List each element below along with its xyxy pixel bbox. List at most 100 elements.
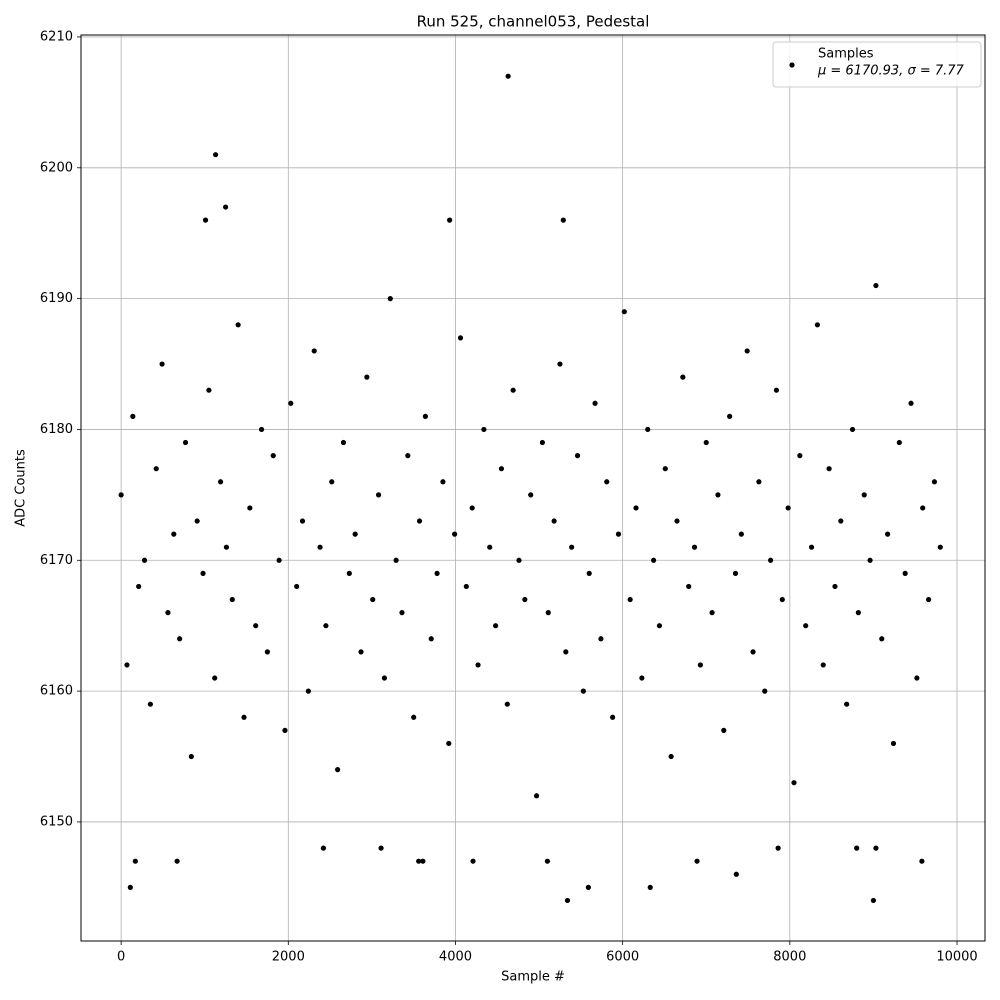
y-axis-label: ADC Counts	[14, 449, 29, 527]
point	[136, 583, 142, 590]
point	[621, 309, 627, 315]
point	[528, 492, 534, 498]
point	[545, 610, 551, 616]
point	[908, 400, 914, 406]
point	[808, 544, 815, 550]
x-tick-label: 10000	[936, 950, 977, 965]
point	[416, 858, 422, 864]
point	[420, 858, 426, 864]
point	[305, 688, 311, 694]
point	[925, 596, 932, 603]
point	[276, 557, 282, 563]
point	[428, 636, 434, 642]
point	[674, 518, 680, 524]
point	[270, 453, 276, 459]
point	[223, 544, 230, 550]
point	[873, 845, 879, 851]
point	[447, 217, 453, 223]
x-tick-label: 4000	[439, 950, 472, 965]
point	[580, 688, 586, 694]
point	[446, 740, 452, 747]
point	[762, 688, 768, 694]
grid: 0 2000 4000 6000 8000 10000 6150 6160 6170 6180 61…	[40, 29, 985, 965]
point	[656, 623, 663, 629]
point	[633, 505, 639, 511]
point	[393, 557, 399, 563]
point	[457, 335, 464, 341]
point	[885, 531, 891, 537]
point	[440, 479, 446, 485]
point	[498, 466, 505, 472]
point	[890, 740, 897, 747]
point	[177, 636, 183, 642]
point	[258, 426, 265, 433]
point	[937, 544, 943, 550]
point	[352, 531, 358, 537]
legend-marker	[789, 62, 795, 68]
point	[744, 348, 750, 354]
point	[564, 897, 571, 904]
y-tick-label: 6210	[40, 29, 73, 44]
point	[241, 714, 247, 720]
point	[803, 623, 809, 629]
y-tick-label: 6160	[40, 684, 73, 699]
point	[235, 322, 241, 328]
point	[732, 570, 739, 576]
point	[504, 701, 510, 707]
point	[153, 466, 159, 472]
point	[463, 583, 469, 590]
point	[516, 557, 522, 563]
point	[791, 780, 797, 786]
point	[920, 505, 926, 511]
y-tick-label: 6180	[40, 422, 73, 437]
point	[560, 217, 566, 223]
point	[694, 858, 700, 864]
point	[569, 544, 575, 550]
point	[557, 361, 563, 367]
point	[775, 845, 781, 851]
point	[870, 897, 877, 904]
point	[738, 531, 744, 537]
point	[533, 793, 540, 799]
point	[691, 544, 698, 550]
legend-box	[772, 41, 982, 88]
point	[247, 505, 253, 511]
point	[849, 426, 856, 433]
point	[229, 596, 235, 603]
point	[132, 858, 138, 864]
point	[470, 858, 476, 864]
point	[329, 479, 335, 485]
point	[610, 714, 616, 720]
point	[311, 348, 317, 354]
point	[703, 439, 709, 446]
chart-title: Run 525, channel053, Pedestal	[417, 13, 650, 31]
point	[844, 701, 850, 707]
point	[522, 596, 528, 603]
point	[854, 845, 860, 851]
point	[387, 296, 393, 302]
x-tick-label: 0	[117, 950, 125, 965]
point	[797, 453, 803, 459]
point	[335, 767, 341, 773]
point	[320, 845, 327, 851]
point	[171, 531, 177, 537]
point	[487, 544, 493, 550]
y-tick-label: 6150	[40, 814, 73, 829]
point	[505, 73, 511, 79]
point	[697, 662, 703, 668]
point	[253, 623, 259, 629]
point	[202, 217, 209, 223]
point	[914, 675, 920, 681]
point	[873, 282, 879, 289]
point	[838, 518, 844, 524]
point	[627, 596, 633, 603]
point	[592, 400, 598, 406]
point	[492, 623, 499, 629]
point	[820, 662, 826, 668]
point	[194, 518, 200, 524]
point	[130, 413, 136, 419]
point	[615, 531, 622, 537]
point	[405, 453, 411, 459]
point	[721, 727, 727, 733]
